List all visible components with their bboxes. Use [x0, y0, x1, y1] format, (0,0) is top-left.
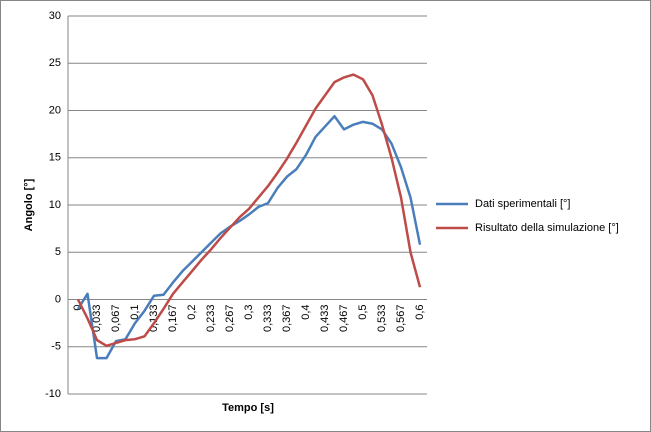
- y-axis-title: Angolo [°]: [23, 178, 35, 231]
- y-tick-label: 0: [55, 293, 61, 305]
- x-tick-label: 0,333: [262, 305, 274, 333]
- y-tick-label: 5: [55, 246, 61, 258]
- x-tick-label: 0,467: [338, 305, 350, 333]
- x-axis-title: Tempo [s]: [222, 402, 274, 414]
- x-tick-label: 0,167: [167, 305, 179, 333]
- x-tick-label: 0,067: [110, 305, 122, 333]
- x-tick-label: 0,367: [281, 305, 293, 333]
- x-tick-label: 0,6: [414, 305, 426, 320]
- x-tick-label: 0,1: [129, 305, 141, 320]
- x-tick-label: 0,133: [148, 305, 160, 333]
- x-tick-label: 0,233: [205, 305, 217, 333]
- x-tick-label: 0,533: [376, 305, 388, 333]
- legend-label: Dati sperimentali [°]: [475, 198, 571, 210]
- x-tick-label: 0,4: [300, 305, 312, 320]
- x-tick-label: 0,033: [91, 305, 103, 333]
- x-tick-label: 0,267: [224, 305, 236, 333]
- y-tick-label: -10: [45, 388, 61, 400]
- y-tick-label: 30: [49, 10, 61, 22]
- y-tick-label: -5: [51, 341, 61, 353]
- y-tick-label: 25: [49, 57, 61, 69]
- y-tick-label: 20: [49, 104, 61, 116]
- y-tick-label: 10: [49, 199, 61, 211]
- x-tick-label: 0,3: [243, 305, 255, 320]
- series-line: [76, 114, 422, 360]
- x-tick-label: 0,433: [319, 305, 331, 333]
- x-tick-label: 0,2: [186, 305, 198, 320]
- y-tick-label: 15: [49, 152, 61, 164]
- series-line: [76, 73, 422, 348]
- legend-label: Risultato della simulazione [°]: [475, 222, 619, 234]
- x-tick-label: 0,5: [357, 305, 369, 320]
- x-tick-label: 0,567: [395, 305, 407, 333]
